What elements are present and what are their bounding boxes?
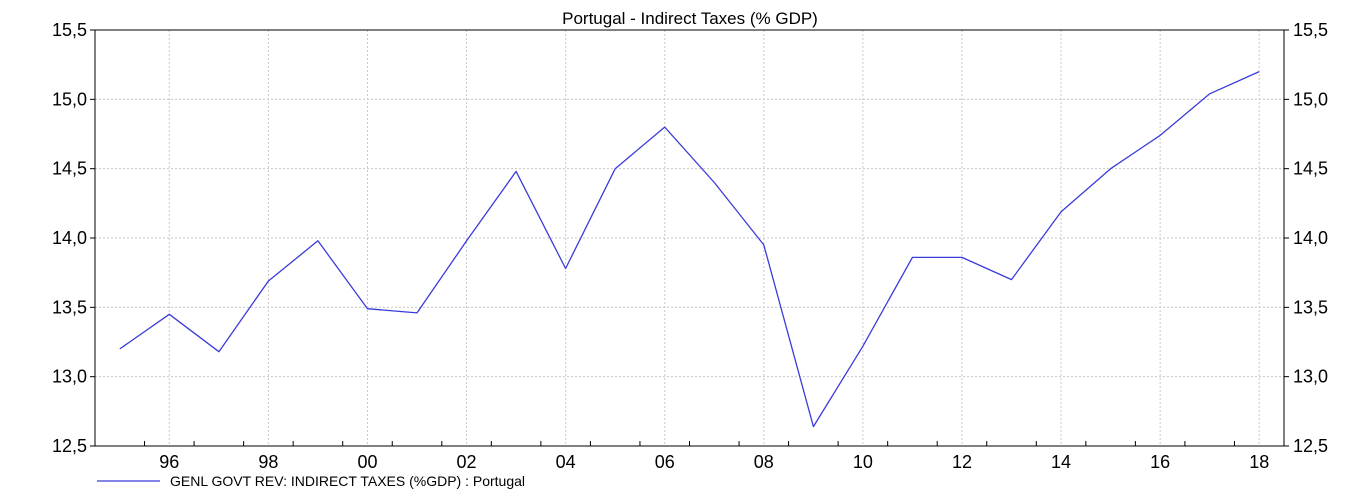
- y-tick-label-right: 13,0: [1293, 367, 1328, 387]
- y-tick-label-left: 14,0: [52, 228, 87, 248]
- y-tick-label-left: 13,0: [52, 367, 87, 387]
- y-tick-label-right: 15,5: [1293, 20, 1328, 40]
- data-series: [119, 71, 1260, 428]
- x-tick-label: 10: [853, 452, 873, 472]
- x-tick-label: 12: [952, 452, 972, 472]
- x-tick-label: 00: [357, 452, 377, 472]
- y-tick-label-right: 14,5: [1293, 159, 1328, 179]
- tick-labels: 12,5 12,5 13,0 13,0 13,5 13,5 14,0 14,0 14,5 14,5…: [52, 20, 1328, 472]
- x-tick-label: 04: [556, 452, 576, 472]
- x-tick-label: 08: [754, 452, 774, 472]
- grid-lines: [95, 30, 1284, 446]
- legend: GENL GOVT REV: INDIRECT TAXES (%GDP) : P…: [97, 473, 525, 489]
- y-tick-label-right: 14,0: [1293, 228, 1328, 248]
- y-tick-label-left: 13,5: [52, 297, 87, 317]
- y-tick-label-left: 12,5: [52, 436, 87, 456]
- axis-ticks: [90, 29, 1289, 447]
- y-tick-label-right: 13,5: [1293, 297, 1328, 317]
- y-tick-label-right: 12,5: [1293, 436, 1328, 456]
- x-tick-label: 14: [1051, 452, 1071, 472]
- x-tick-label: 18: [1249, 452, 1269, 472]
- series-line: [119, 71, 1260, 428]
- chart-title: Portugal - Indirect Taxes (% GDP): [562, 9, 818, 28]
- plot-frame: [94, 29, 1285, 447]
- x-tick-label: 16: [1150, 452, 1170, 472]
- plot-border: [94, 29, 1285, 447]
- x-tick-label: 98: [258, 452, 278, 472]
- x-tick-label: 06: [655, 452, 675, 472]
- y-tick-label-left: 15,0: [52, 89, 87, 109]
- x-tick-label: 02: [457, 452, 477, 472]
- x-tick-label: 96: [159, 452, 179, 472]
- y-tick-label-left: 14,5: [52, 159, 87, 179]
- y-tick-label-left: 15,5: [52, 20, 87, 40]
- legend-label: GENL GOVT REV: INDIRECT TAXES (%GDP) : P…: [170, 473, 525, 489]
- y-tick-label-right: 15,0: [1293, 89, 1328, 109]
